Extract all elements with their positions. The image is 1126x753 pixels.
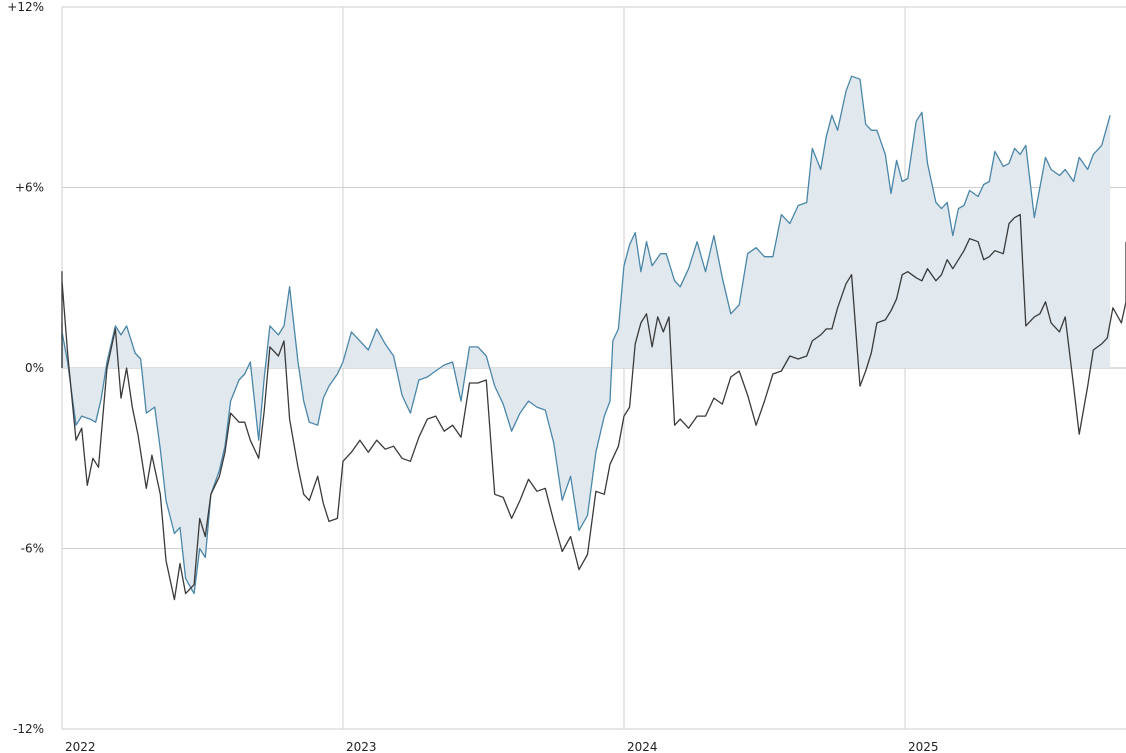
y-tick-label: 0%: [25, 361, 44, 375]
area-layer: [62, 76, 1111, 594]
x-tick-label: 2025: [908, 740, 939, 753]
series-2-line: [61, 213, 1126, 601]
y-tick-label: +6%: [15, 181, 44, 195]
x-tick-label: 2023: [346, 740, 377, 753]
x-tick-label: 2024: [627, 740, 658, 753]
y-tick-label: -6%: [21, 542, 44, 556]
line-layer: [61, 75, 1126, 601]
tick-label-layer: +12% +6% 0% -6% -12% 2022 2023 2024 2025: [7, 0, 938, 753]
x-tick-label: 2022: [65, 740, 96, 753]
y-tick-label: -12%: [13, 722, 44, 736]
y-tick-label: +12%: [7, 0, 44, 14]
series-1-area: [62, 76, 1111, 594]
